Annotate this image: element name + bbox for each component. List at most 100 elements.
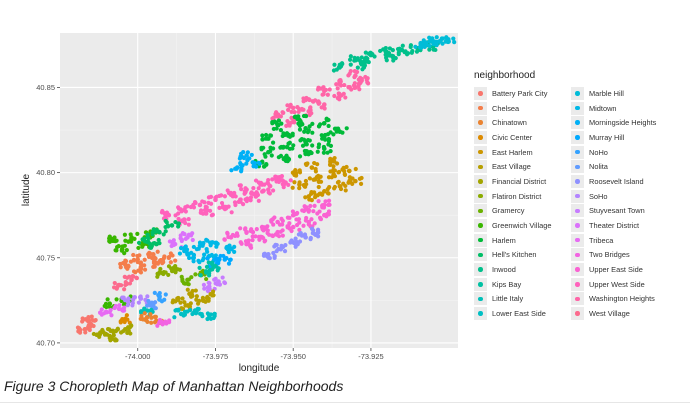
legend-swatch: [478, 120, 483, 125]
legend-item: Kips Bay: [474, 277, 578, 292]
data-point-fill: [191, 259, 196, 264]
data-point-fill: [201, 282, 207, 288]
data-point-fill: [325, 187, 330, 192]
data-point-fill: [293, 172, 299, 178]
data-point-fill: [326, 136, 332, 142]
legend-key: [571, 189, 584, 203]
legend-swatch: [478, 237, 483, 243]
data-point-fill: [201, 240, 206, 246]
data-point-fill: [307, 197, 312, 202]
legend-item: Chinatown: [474, 115, 578, 130]
data-point-fill: [282, 249, 288, 254]
data-point-fill: [171, 241, 176, 246]
data-point-fill: [169, 243, 174, 249]
data-point-fill: [303, 195, 308, 200]
legend-swatch: [478, 91, 483, 96]
data-point-fill: [348, 62, 353, 67]
legend-label: Upper West Side: [589, 279, 645, 289]
legend-key: [474, 101, 487, 115]
data-point-fill: [262, 239, 267, 244]
data-point-fill: [185, 251, 190, 256]
data-point-fill: [124, 281, 130, 287]
data-point-fill: [304, 205, 309, 210]
legend-swatch: [575, 105, 580, 111]
legend-label: Flatiron District: [492, 191, 542, 201]
data-point-fill: [125, 303, 130, 308]
data-point-fill: [130, 274, 135, 279]
data-point-fill: [285, 225, 290, 230]
legend-label: West Village: [589, 309, 630, 319]
data-point-fill: [183, 236, 188, 241]
data-point-fill: [196, 306, 201, 312]
legend-item: Theater District: [571, 218, 675, 233]
data-point-fill: [269, 218, 274, 223]
data-point-fill: [113, 248, 118, 253]
data-point-fill: [348, 54, 353, 59]
data-point-fill: [342, 83, 347, 88]
data-point-fill: [140, 317, 146, 322]
data-point-fill: [260, 137, 265, 142]
legend-item: Two Bridges: [571, 248, 675, 263]
data-point-fill: [303, 234, 308, 239]
data-point-fill: [331, 132, 336, 137]
data-point-fill: [220, 275, 225, 280]
legend-swatch: [478, 208, 483, 214]
data-point-fill: [190, 237, 195, 243]
legend-item: Washington Heights: [571, 292, 675, 307]
data-point-fill: [292, 114, 297, 120]
data-point-fill: [297, 220, 302, 225]
data-point-fill: [122, 287, 127, 292]
legend-swatch: [575, 223, 580, 228]
legend-swatch: [575, 149, 580, 155]
data-point-fill: [125, 317, 130, 322]
data-point-fill: [358, 181, 364, 186]
data-point-fill: [315, 230, 320, 235]
data-point-fill: [279, 243, 284, 248]
data-point-fill: [340, 61, 345, 67]
data-point: [321, 189, 327, 194]
legend-item: Flatiron District: [474, 189, 578, 204]
data-point-fill: [263, 154, 268, 159]
data-point-fill: [214, 240, 219, 245]
data-point-fill: [301, 113, 307, 119]
data-point-fill: [322, 102, 327, 107]
legend-item: Greenwich Village: [474, 218, 578, 233]
data-point-fill: [307, 106, 313, 111]
data-point-fill: [225, 231, 230, 236]
data-point-fill: [338, 186, 344, 192]
data-point-fill: [328, 169, 333, 174]
data-point: [116, 306, 122, 312]
data-point-fill: [296, 217, 302, 222]
data-point-fill: [318, 174, 323, 179]
legend-swatch: [478, 296, 483, 302]
data-point-fill: [148, 312, 153, 317]
data-point-fill: [157, 294, 162, 299]
legend-item: East Harlem: [474, 145, 578, 160]
data-point-fill: [452, 40, 457, 45]
data-point-fill: [352, 75, 357, 80]
data-point-fill: [444, 35, 449, 40]
data-point-fill: [280, 222, 285, 227]
data-point-fill: [218, 253, 223, 259]
data-point-fill: [105, 297, 110, 302]
data-point-fill: [326, 175, 332, 180]
data-point-fill: [334, 82, 339, 87]
data-point-fill: [311, 177, 316, 182]
data-point-fill: [279, 121, 284, 126]
data-point-fill: [346, 85, 351, 90]
data-point-fill: [291, 143, 296, 148]
data-point-fill: [313, 169, 318, 174]
data-point-fill: [304, 142, 309, 147]
data-point-fill: [207, 240, 213, 245]
data-point-fill: [226, 250, 231, 255]
legend-swatch: [575, 267, 580, 272]
data-point-fill: [348, 68, 353, 74]
data-point-fill: [247, 156, 252, 161]
data-point-fill: [434, 35, 439, 40]
data-point-fill: [400, 43, 405, 48]
data-point-fill: [332, 155, 337, 161]
data-point-fill: [332, 174, 338, 179]
data-point-fill: [166, 255, 172, 260]
data-point-fill: [288, 178, 293, 183]
data-point-fill: [327, 87, 332, 92]
